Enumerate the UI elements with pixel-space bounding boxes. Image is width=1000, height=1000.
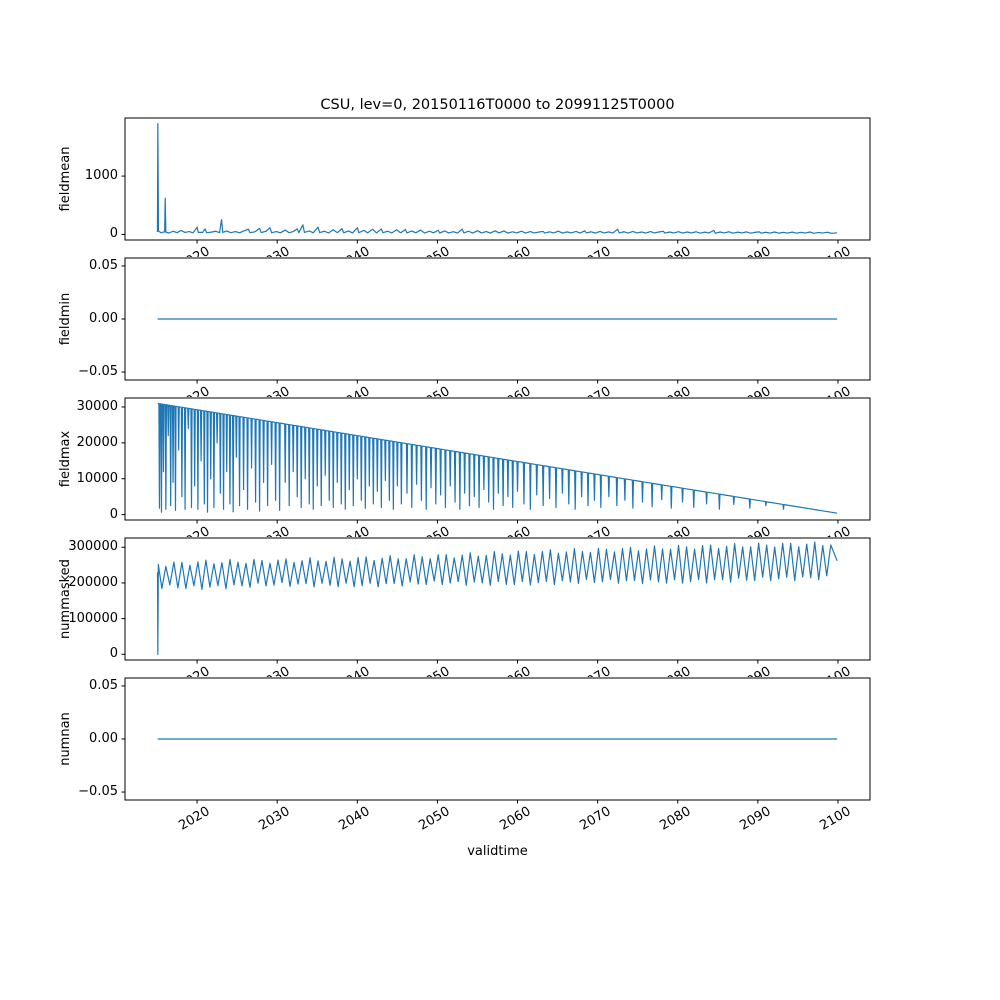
y-tick-label: 0: [109, 506, 118, 522]
y-tick-label: 1000: [84, 168, 118, 184]
y-tick-label: 0: [109, 646, 118, 662]
series-line-nummasked: [156, 541, 838, 655]
x-tick-label-clipped: 2020: [110, 664, 213, 677]
y-tick-label: 0: [109, 226, 118, 242]
y-tick-label: 300000: [68, 539, 118, 555]
y-tick-label: 200000: [68, 574, 118, 590]
y-tick-label: 20000: [76, 434, 118, 450]
y-tick-label: −0.05: [78, 364, 118, 380]
series-line-fieldmax: [157, 402, 838, 514]
y-tick-label: 10000: [76, 470, 118, 486]
y-axis-label-fieldmax: fieldmax: [58, 430, 73, 488]
y-tick-label: 0.00: [89, 731, 118, 746]
y-tick-label: 0.05: [89, 677, 118, 693]
series-line-fieldmean: [156, 122, 838, 234]
y-tick-label: 0.00: [89, 311, 118, 326]
x-tick-label-clipped: 2020: [110, 384, 213, 397]
plot-title: CSU, lev=0, 20150116T0000 to 20991125T00…: [320, 97, 675, 113]
y-tick-label: 100000: [68, 610, 118, 626]
y-tick-label: 0.05: [89, 257, 118, 273]
x-tick-label-clipped: 2020: [110, 244, 213, 257]
y-axis-label-nummasked: nummasked: [58, 559, 73, 639]
y-tick-label: −0.05: [78, 784, 118, 800]
x-tick-label-clipped: 2020: [110, 524, 213, 537]
x-axis-label: validtime: [467, 844, 528, 859]
y-tick-label: 30000: [76, 398, 118, 414]
